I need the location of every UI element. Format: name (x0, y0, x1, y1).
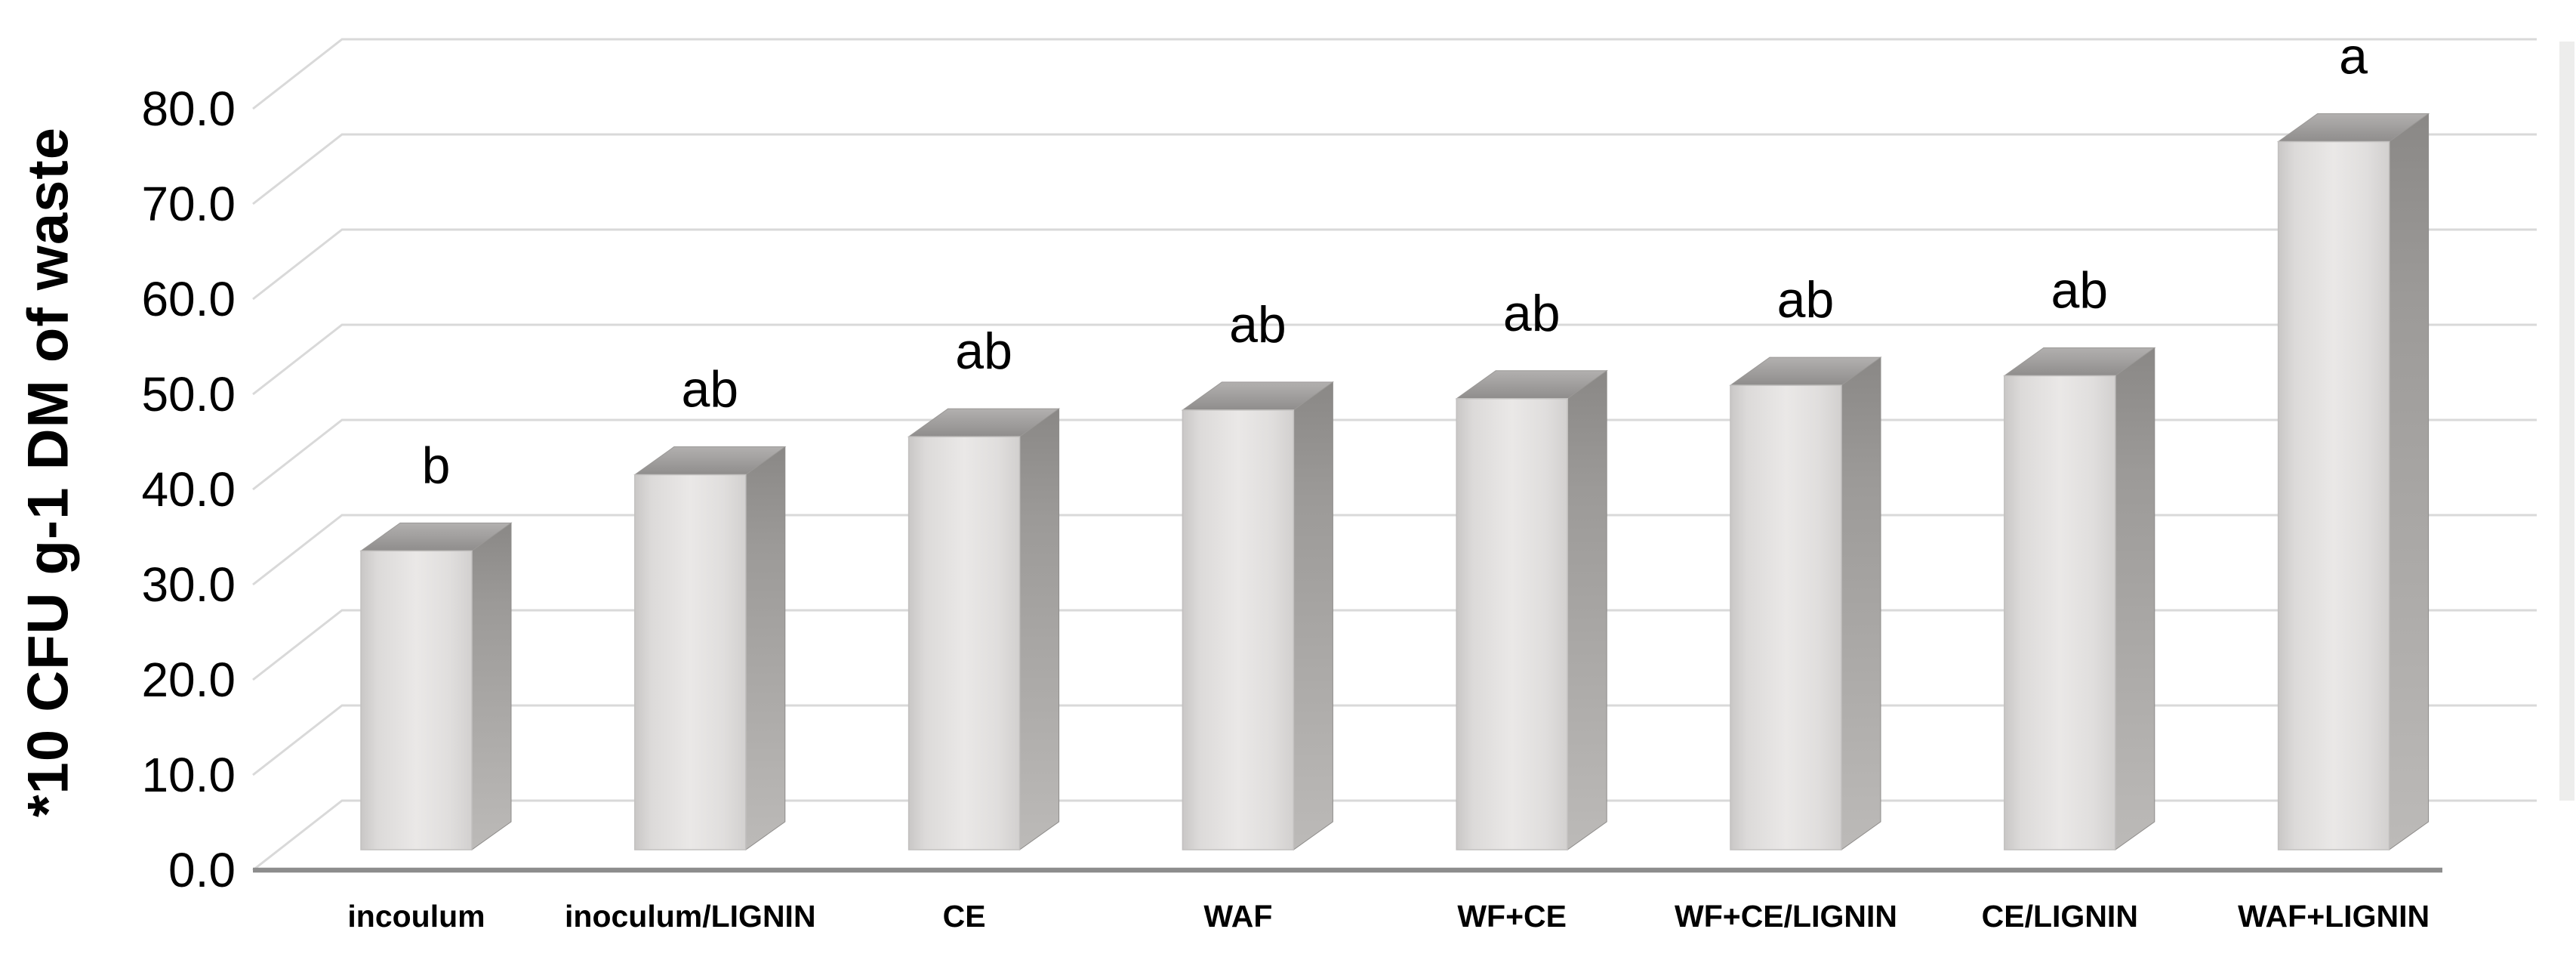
x-category-label: WAF (1203, 899, 1272, 934)
significance-letter: ab (2051, 262, 2108, 319)
x-category-label: CE/LIGNIN (1982, 899, 2138, 934)
x-category-label: WF+CE/LIGNIN (1675, 899, 1897, 934)
bar (1729, 357, 1882, 850)
bar-front-face (907, 436, 1021, 850)
bar-side-face (1293, 381, 1333, 850)
y-tick-label: 20.0 (141, 653, 236, 707)
significance-letter: a (2339, 28, 2368, 85)
y-tick-label: 50.0 (141, 367, 236, 421)
bar-side-face (1019, 408, 1060, 850)
gridline (252, 38, 2537, 110)
bar (633, 446, 787, 850)
bar-side-face (2389, 113, 2430, 850)
bar-front-face (1456, 398, 1568, 850)
bar-front-face (634, 474, 747, 850)
right-wall (2559, 42, 2574, 801)
gridline (252, 323, 2537, 396)
y-tick-label: 40.0 (141, 462, 236, 517)
significance-letter: ab (681, 361, 738, 418)
y-tick-label: 10.0 (141, 748, 236, 802)
bar-side-face (2115, 347, 2155, 850)
gridline (252, 133, 2537, 205)
bar-side-face (471, 522, 512, 850)
bar (2277, 113, 2430, 850)
bar-side-face (745, 446, 786, 850)
y-tick-label: 80.0 (141, 82, 236, 136)
significance-letter: ab (1503, 285, 1561, 342)
gridline (252, 418, 2537, 491)
y-tick-label: 30.0 (141, 557, 236, 612)
significance-letter: ab (1229, 296, 1286, 353)
x-category-label: incoulum (347, 899, 485, 934)
bar (2003, 347, 2156, 850)
significance-letter: b (422, 437, 451, 494)
bar-side-face (1567, 369, 1607, 850)
bar (1455, 369, 1608, 850)
x-category-label: CE (943, 899, 986, 934)
y-tick-label: 70.0 (141, 177, 236, 231)
gridlines (252, 38, 2537, 872)
bar (1181, 381, 1334, 850)
x-category-label: inoculum/LIGNIN (565, 899, 816, 934)
bar-front-face (2004, 375, 2116, 850)
gridline (252, 799, 2537, 872)
gridline (252, 514, 2537, 586)
bar-front-face (360, 550, 473, 850)
y-tick-label: 60.0 (141, 272, 236, 326)
bar-front-face (1182, 409, 1295, 850)
labels-group: 0.0 10.0 20.0 30.0 40.0 50.0 60.0 70.0 80.0 b inco… (141, 28, 2430, 934)
right-wall-sliver (2559, 42, 2574, 801)
bar (359, 522, 513, 850)
gridline (252, 228, 2537, 301)
x-category-label: WF+CE (1457, 899, 1567, 934)
bar-side-face (1841, 357, 1881, 850)
bar (907, 408, 1061, 850)
bar-front-face (2277, 140, 2390, 850)
bar-front-face (1730, 384, 1842, 850)
significance-letter: ab (1777, 271, 1835, 329)
significance-letter: ab (955, 323, 1012, 380)
gridline (252, 704, 2537, 776)
bars-group (359, 113, 2430, 850)
y-tick-label: 0.0 (168, 843, 236, 897)
gridline (252, 609, 2537, 681)
x-category-label: WAF+LIGNIN (2238, 899, 2430, 934)
